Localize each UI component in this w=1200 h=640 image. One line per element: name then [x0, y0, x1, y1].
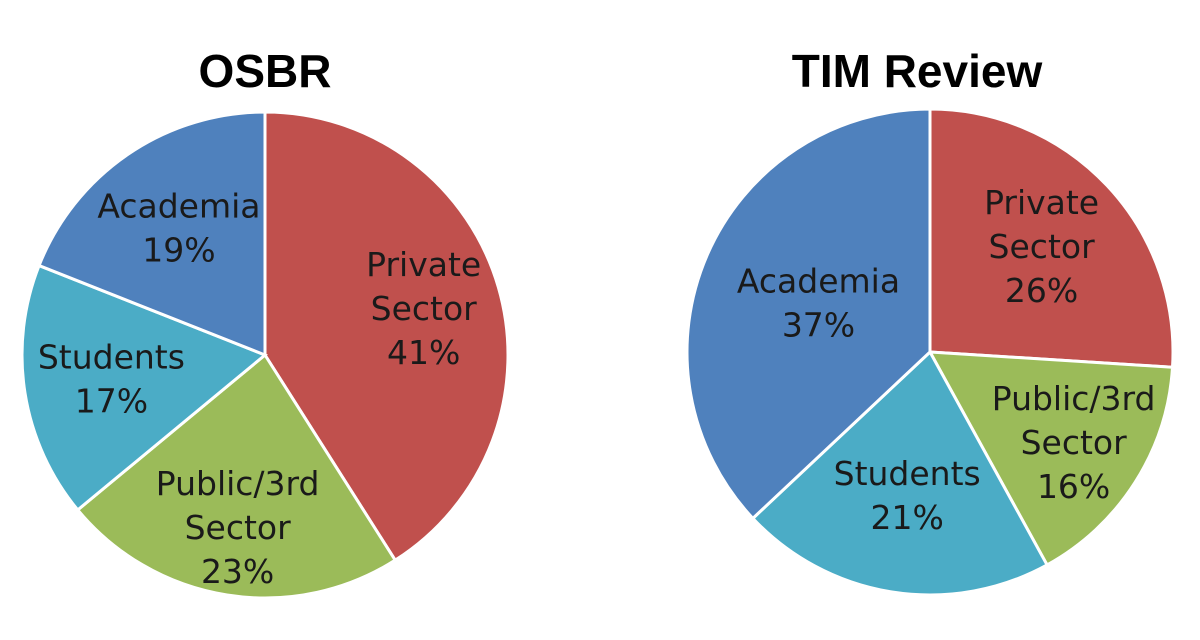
slice-label-line: Sector	[371, 289, 478, 328]
slice-label-public-3rd-sector: Public/3rd Sector 16%	[992, 379, 1156, 506]
chart-title-tim-review: TIM Review	[791, 45, 1043, 97]
slice-label-line: Public/3rd	[156, 464, 320, 503]
slice-label-students: Students 21%	[834, 454, 981, 537]
slice-label-students: Students 17%	[38, 337, 185, 420]
slice-label-academia: Academia 37%	[737, 262, 900, 345]
slice-label-line: 16%	[1037, 467, 1110, 506]
slice-label-line: 41%	[387, 333, 460, 372]
slice-label-line: Students	[834, 454, 981, 493]
slice-label-line: Private	[366, 245, 481, 284]
slice-label-private-sector: Private Sector 41%	[366, 245, 481, 372]
slice-label-academia: Academia 19%	[97, 186, 260, 269]
slice-label-line: 21%	[871, 498, 944, 537]
slice-label-private-sector: Private Sector 26%	[984, 183, 1099, 310]
slice-label-line: 26%	[1005, 271, 1078, 310]
slice-label-line: 17%	[75, 381, 148, 420]
slice-label-line: Sector	[989, 227, 1096, 266]
slice-label-line: Academia	[737, 262, 900, 301]
slice-label-line: Students	[38, 337, 185, 376]
pie-chart-osbr: Private Sector 41% Public/3rd Sector 23% Stude…	[20, 110, 510, 600]
slice-label-line: Sector	[1021, 423, 1128, 462]
slice-label-line: 37%	[782, 306, 855, 345]
slice-label-line: Private	[984, 183, 1099, 222]
slice-label-public-3rd-sector: Public/3rd Sector 23%	[156, 464, 320, 591]
slice-label-line: Public/3rd	[992, 379, 1156, 418]
slice-label-line: 19%	[142, 230, 215, 269]
slice-label-line: Sector	[185, 508, 292, 547]
slice-label-line: 23%	[201, 552, 274, 591]
pie-outline	[21, 111, 509, 599]
pie-chart-tim-review: Private Sector 26% Public/3rd Sector 16% Stude…	[685, 107, 1175, 597]
chart-title-osbr: OSBR	[198, 45, 332, 97]
pie-outline	[686, 108, 1174, 596]
slice-label-line: Academia	[97, 186, 260, 225]
